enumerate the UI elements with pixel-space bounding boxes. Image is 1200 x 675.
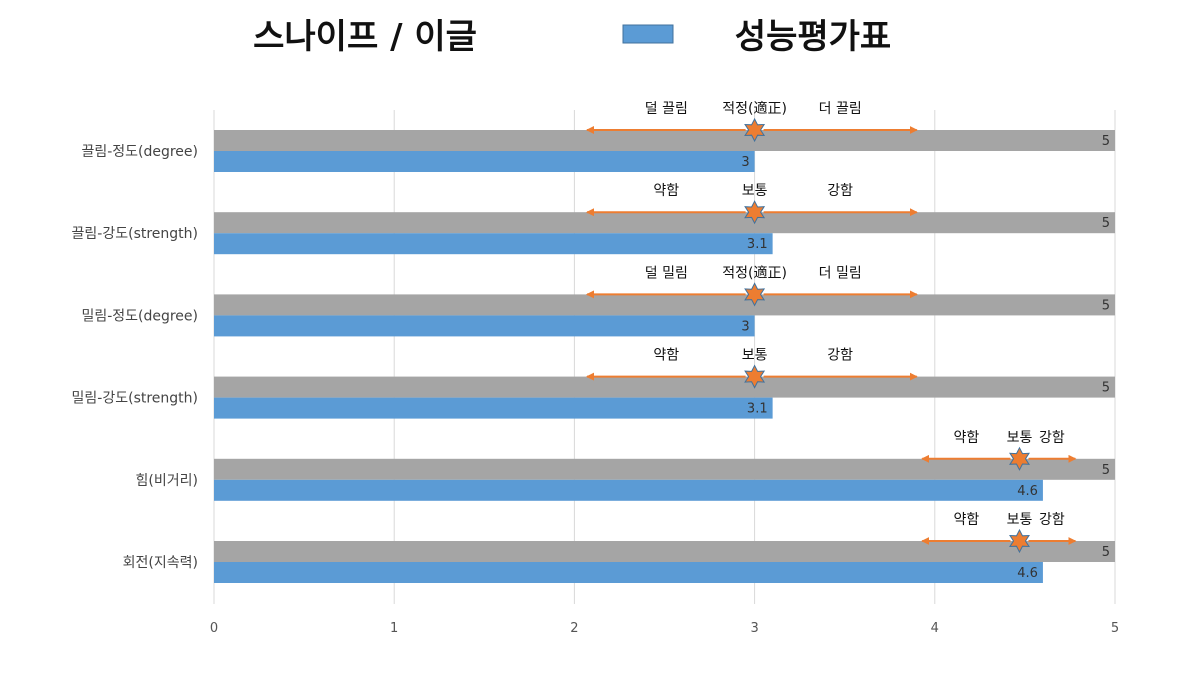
annotation-right: 강함	[1039, 430, 1065, 446]
category-label: 끌림-정도(degree)	[81, 144, 198, 160]
category-label: 회전(지속력)	[123, 555, 198, 571]
bar	[214, 233, 773, 255]
annotation-left: 덜 밀림	[645, 265, 688, 281]
annotation-left: 약함	[953, 430, 979, 446]
star-marker	[744, 200, 766, 225]
annotation-right: 더 끌림	[819, 101, 862, 117]
annotation-right: 강함	[827, 348, 853, 364]
bar	[214, 397, 773, 419]
bar	[214, 315, 755, 337]
annotation-center: 보통	[742, 183, 768, 199]
annotation-left: 약함	[653, 183, 679, 199]
bar	[214, 212, 1115, 234]
x-tick-label: 2	[570, 621, 578, 636]
annotation-left: 약함	[653, 348, 679, 364]
data-label: 3	[741, 319, 749, 334]
annotation-center: 보통	[1007, 512, 1033, 528]
data-label: 5	[1102, 381, 1110, 396]
bar	[214, 294, 1115, 316]
category-label: 밀림-정도(degree)	[81, 308, 198, 324]
legend-swatch	[622, 24, 674, 44]
annotation-center: 보통	[1007, 430, 1033, 446]
category-label: 힘(비거리)	[136, 473, 198, 489]
annotation-left: 덜 끌림	[645, 101, 688, 117]
chart-title-right: 성능평가표	[735, 17, 891, 57]
x-tick-label: 3	[750, 621, 758, 636]
star-marker	[744, 364, 766, 389]
annotation-center: 보통	[742, 348, 768, 364]
bar	[214, 562, 1043, 583]
bar	[214, 376, 1115, 398]
annotation-center: 적정(適正)	[722, 264, 787, 281]
data-label: 3.1	[747, 237, 768, 252]
star-marker	[744, 282, 766, 307]
gridlines	[213, 110, 1116, 604]
x-tick-label: 0	[210, 621, 218, 636]
star-marker	[1009, 446, 1030, 471]
data-label: 5	[1102, 545, 1110, 560]
category-label: 밀림-강도(strength)	[72, 391, 198, 407]
category-label: 끌림-강도(strength)	[72, 226, 198, 242]
bar	[214, 479, 1043, 501]
data-label: 5	[1102, 216, 1110, 231]
data-label: 3	[741, 155, 749, 170]
bar	[214, 458, 1115, 480]
x-tick-label: 4	[931, 621, 939, 636]
data-label: 4.6	[1017, 566, 1038, 581]
annotation-right: 강함	[1039, 512, 1065, 528]
chart-title-left: 스나이프 / 이글	[253, 17, 477, 57]
axis-labels: 0 1 2 3 4 5 끌림-정도(degree) 끌림-강도(strength) 밀림-정도(…	[72, 144, 1120, 636]
data-label: 4.6	[1017, 484, 1038, 499]
bar	[214, 130, 1115, 151]
annotation-right: 강함	[827, 183, 853, 199]
bar	[214, 541, 1115, 562]
annotation-right: 더 밀림	[819, 265, 862, 281]
data-label: 5	[1102, 134, 1110, 149]
star-marker	[744, 117, 766, 143]
annotation-center: 적정(適正)	[722, 100, 787, 117]
bar	[214, 151, 755, 172]
bars: 5 3 5 3.1 5 3 5 3.1 5 4.6 5 4.6	[214, 130, 1115, 583]
data-label: 5	[1102, 463, 1110, 478]
x-tick-label: 1	[390, 621, 398, 636]
x-tick-label: 5	[1111, 621, 1119, 636]
star-marker	[1009, 528, 1030, 554]
data-label: 5	[1102, 298, 1110, 313]
data-label: 3.1	[747, 402, 768, 417]
annotation-left: 약함	[953, 512, 979, 528]
